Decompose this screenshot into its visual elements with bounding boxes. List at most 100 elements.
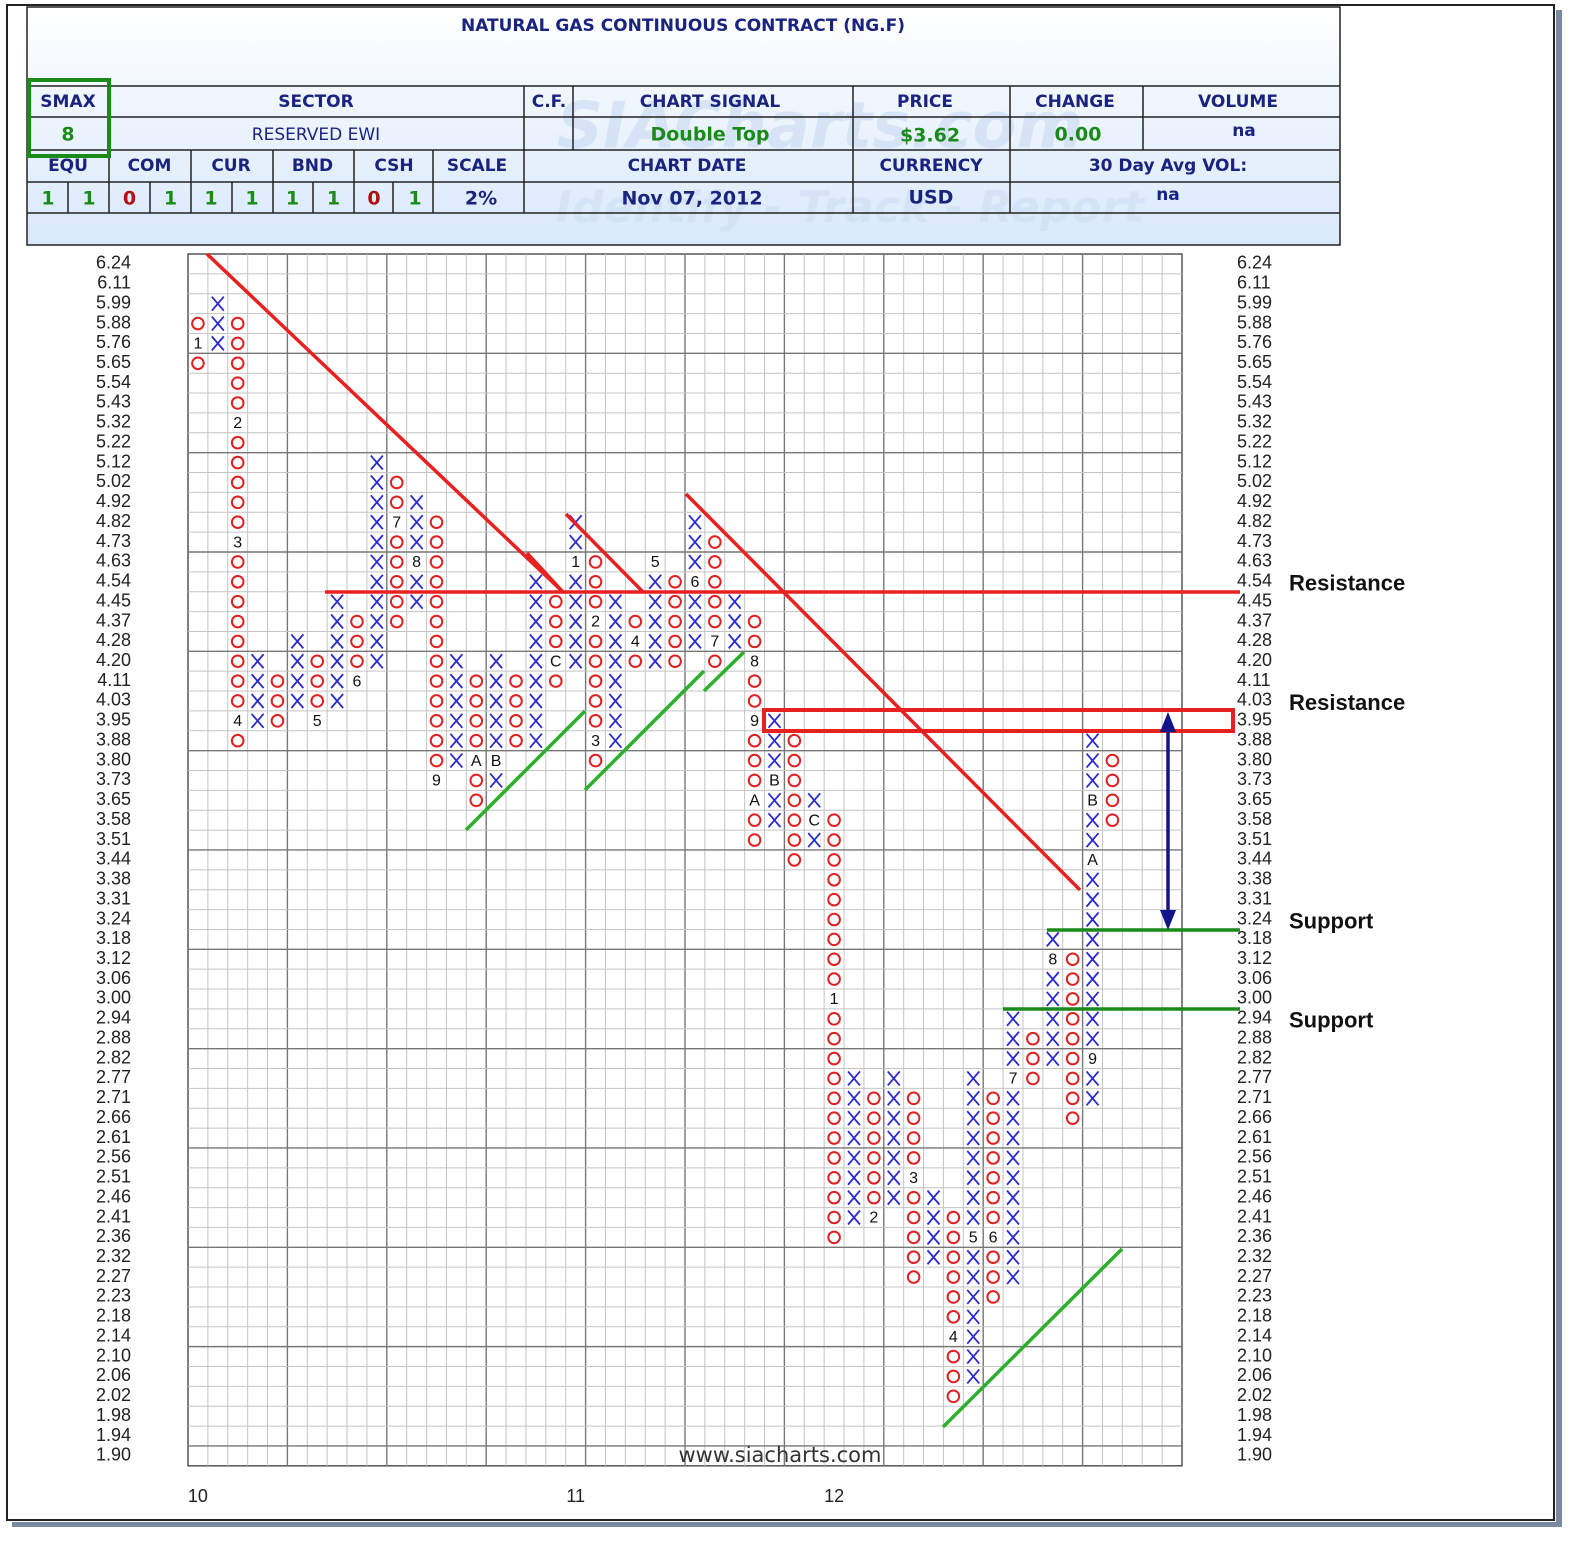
x-mark	[1085, 1070, 1100, 1087]
x-mark	[966, 1150, 980, 1166]
x-mark	[409, 514, 424, 530]
y-tick-label: 3.73	[96, 769, 131, 789]
x-mark	[1085, 931, 1100, 947]
o-mark	[827, 1230, 841, 1245]
watermark: Identify - Track - Report	[556, 182, 1147, 233]
smax-value: 8	[61, 124, 74, 146]
x-mark	[887, 1190, 901, 1206]
o-mark	[310, 674, 325, 688]
o-mark	[429, 654, 444, 669]
x-mark	[1046, 1031, 1060, 1047]
o-mark	[509, 674, 523, 688]
o-mark	[708, 535, 722, 549]
column	[608, 594, 623, 749]
o-mark	[230, 594, 245, 609]
x-mark	[568, 594, 583, 610]
y-tick-label: 2.77	[96, 1067, 131, 1087]
o-mark	[588, 574, 603, 589]
o-mark	[986, 1250, 1000, 1265]
o-mark	[946, 1310, 961, 1324]
o-mark	[429, 694, 444, 708]
column	[370, 455, 384, 669]
column: 7	[1006, 1011, 1020, 1285]
column	[847, 1070, 861, 1226]
x-mark	[887, 1130, 901, 1146]
y-tick-label-right: 4.45	[1237, 590, 1272, 610]
asset-class-label: EQU	[48, 156, 88, 176]
x-mark	[370, 653, 384, 669]
price-label: PRICE	[897, 92, 953, 112]
x-mark	[1006, 1090, 1020, 1106]
x-mark	[1085, 772, 1100, 789]
trend-line	[464, 709, 587, 832]
y-tick-label-right: 2.18	[1237, 1306, 1272, 1326]
o-mark	[191, 356, 205, 371]
y-tick-label: 3.44	[96, 849, 131, 869]
y-tick-label: 2.71	[96, 1087, 131, 1107]
asset-class-value: 1	[82, 188, 95, 210]
x-mark	[1085, 832, 1100, 848]
column: 1	[827, 813, 841, 1245]
asset-class-value: 1	[245, 188, 258, 210]
column	[211, 296, 225, 351]
o-mark	[1026, 1071, 1040, 1086]
x-mark	[608, 633, 623, 649]
x-mark	[489, 772, 503, 789]
o-mark	[588, 634, 603, 649]
x-mark	[330, 673, 344, 689]
grid: 6.24 6.246.11 6.115.99 5.995.88 5.885.76 5.76…	[96, 253, 1405, 1506]
o-mark	[469, 694, 484, 708]
x-mark	[330, 594, 344, 610]
x-mark	[1085, 991, 1100, 1007]
annotation: Support	[1289, 908, 1374, 933]
y-tick-label: 5.02	[96, 471, 131, 491]
month-label: 6	[353, 673, 362, 690]
column: 8	[409, 494, 424, 610]
x-tick-label: 12	[824, 1486, 844, 1506]
asset-class-value: 0	[367, 188, 380, 210]
o-mark	[827, 853, 841, 867]
x-mark	[370, 455, 384, 471]
o-mark	[827, 813, 841, 827]
x-mark	[211, 296, 225, 312]
o-mark	[906, 1111, 921, 1125]
y-tick-label: 2.41	[96, 1206, 131, 1226]
x-mark	[648, 613, 662, 630]
o-mark	[747, 833, 762, 847]
x-mark	[290, 653, 305, 669]
x-mark	[1085, 1031, 1100, 1047]
y-tick-label-right: 4.73	[1237, 531, 1272, 551]
x-mark	[1085, 1011, 1100, 1027]
x-mark	[330, 653, 344, 669]
x-mark	[330, 633, 344, 649]
column: 7	[708, 535, 722, 669]
x-mark	[290, 693, 305, 709]
x-mark	[1006, 1150, 1020, 1166]
volume-value: na	[1232, 121, 1256, 141]
x-mark	[211, 335, 225, 351]
y-tick-label-right: 2.51	[1237, 1167, 1272, 1187]
o-mark	[787, 813, 802, 827]
o-mark	[1105, 773, 1120, 788]
o-mark	[787, 853, 802, 867]
y-tick-label: 4.63	[96, 551, 131, 571]
o-mark	[946, 1389, 961, 1404]
o-mark	[986, 1091, 1000, 1106]
y-tick-label-right: 2.61	[1237, 1127, 1272, 1147]
y-tick-label: 4.03	[96, 690, 131, 710]
o-mark	[230, 674, 245, 688]
asset-class-value: 1	[286, 188, 299, 210]
column: 5	[310, 654, 325, 730]
x-mark	[1085, 872, 1100, 888]
x-mark	[409, 574, 424, 590]
trend-line	[941, 1247, 1124, 1429]
y-tick-label: 4.11	[97, 670, 131, 690]
y-tick-label: 1.94	[96, 1425, 131, 1445]
x-mark	[767, 792, 782, 808]
price-value: $3.62	[900, 125, 960, 147]
y-tick-label-right: 2.46	[1237, 1186, 1272, 1206]
o-mark	[588, 753, 603, 768]
arrow-head	[1160, 910, 1176, 930]
o-mark	[827, 892, 841, 907]
frame-shadow	[1556, 10, 1562, 1526]
